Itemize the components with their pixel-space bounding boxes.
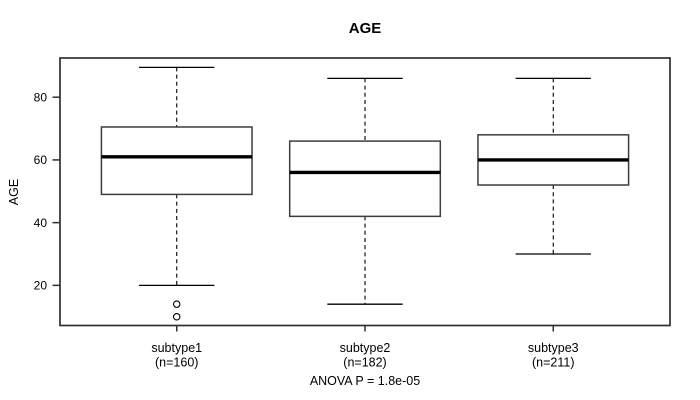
chart-title: AGE [348,20,382,37]
x-category-label: subtype2 [340,341,391,355]
x-count-label: (n=182) [343,356,386,370]
iqr-box [100,126,253,196]
y-tick-label: 80 [34,90,48,104]
y-tick-label: 20 [34,279,48,293]
y-tick-label: 60 [34,153,48,167]
outlier-point [172,312,181,321]
x-count-label: (n=211) [532,356,575,370]
outlier-point [172,300,181,308]
x-category-label: subtype1 [151,341,202,355]
x-count-label: (n=160) [155,356,198,370]
anova-annotation: ANOVA P = 1.8e-05 [309,374,421,388]
x-category-label: subtype3 [528,341,579,355]
y-tick-label: 40 [34,216,48,230]
iqr-box [288,140,442,218]
